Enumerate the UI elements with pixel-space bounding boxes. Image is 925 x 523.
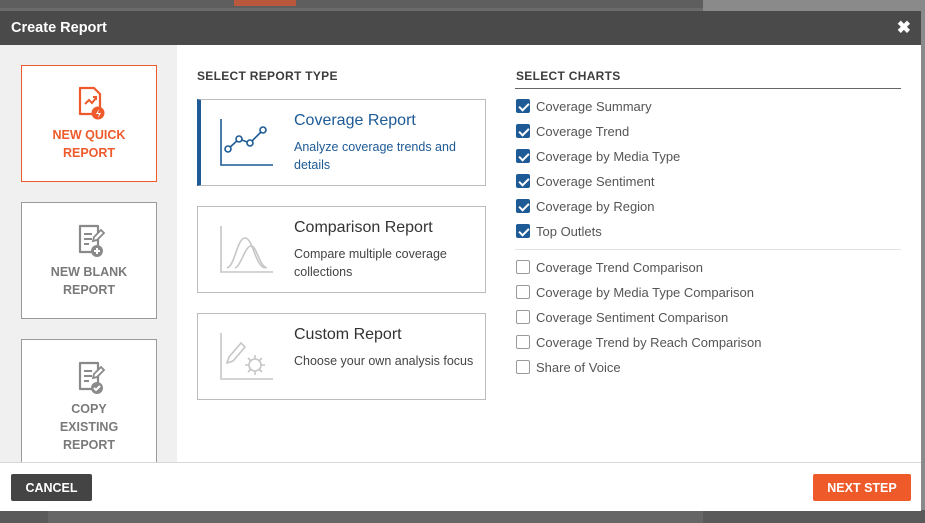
chart-option-coverage-trend-comparison[interactable]: Coverage Trend Comparison: [516, 259, 703, 275]
chart-option-label: Coverage Trend: [536, 123, 630, 139]
chart-option-coverage-by-media-type[interactable]: Coverage by Media Type: [516, 148, 680, 164]
blank-report-icon: [78, 224, 106, 257]
charts-group-divider: [515, 249, 901, 250]
chart-option-label: Share of Voice: [536, 359, 621, 375]
checkbox[interactable]: [516, 224, 530, 238]
chart-option-share-of-voice[interactable]: Share of Voice: [516, 359, 621, 375]
checkbox[interactable]: [516, 260, 530, 274]
coverage-report-option[interactable]: Coverage Report Analyze coverage trends …: [197, 99, 486, 186]
dialog-header: Create Report ✖: [0, 11, 921, 45]
chart-option-label: Coverage by Region: [536, 198, 655, 214]
quick-report-icon: [78, 86, 105, 120]
report-mode-sidebar: NEW QUICK REPORT NEW BLANK REPORT: [0, 45, 177, 462]
chart-option-coverage-sentiment[interactable]: Coverage Sentiment: [516, 173, 655, 189]
new-quick-report-button[interactable]: NEW QUICK REPORT: [21, 65, 157, 182]
line-chart-icon: [220, 119, 273, 166]
sidebar-item-label: EXISTING: [59, 420, 119, 434]
sidebar-item-label: NEW BLANK: [50, 265, 128, 279]
chart-option-coverage-summary[interactable]: Coverage Summary: [516, 98, 652, 114]
copy-existing-report-button[interactable]: COPY EXISTING REPORT: [21, 339, 157, 462]
chart-option-label: Coverage by Media Type Comparison: [536, 284, 754, 300]
chart-option-label: Coverage by Media Type: [536, 148, 681, 164]
sidebar-item-label: COPY: [71, 402, 107, 416]
chart-option-coverage-trend[interactable]: Coverage Trend: [516, 123, 629, 139]
report-type-title: Custom Report: [294, 326, 402, 343]
checkbox[interactable]: [516, 124, 530, 138]
report-type-description: Analyze coverage trends and details: [294, 140, 456, 172]
report-type-description: Choose your own analysis focus: [294, 354, 474, 368]
charts-divider: [515, 88, 901, 89]
dialog-footer: CANCEL NEXT STEP: [0, 462, 921, 511]
report-type-title: Coverage Report: [294, 112, 416, 129]
chart-option-label: Coverage Summary: [536, 98, 652, 114]
chart-option-coverage-by-region[interactable]: Coverage by Region: [516, 198, 655, 214]
chart-option-label: Coverage Trend by Reach Comparison: [536, 334, 762, 350]
chart-option-label: Coverage Trend Comparison: [536, 259, 703, 275]
report-type-description: Compare multiple coverage collections: [294, 247, 447, 279]
sidebar-item-label: REPORT: [62, 283, 116, 297]
next-step-button[interactable]: NEXT STEP: [813, 474, 911, 501]
checkbox[interactable]: [516, 360, 530, 374]
custom-report-option[interactable]: Custom Report Choose your own analysis f…: [197, 313, 486, 400]
checkbox[interactable]: [516, 199, 530, 213]
chart-option-trend-by-reach-comparison[interactable]: Coverage Trend by Reach Comparison: [516, 334, 761, 350]
sidebar-item-label: REPORT: [62, 146, 116, 160]
sidebar-item-label: REPORT: [62, 438, 116, 452]
cancel-button[interactable]: CANCEL: [11, 474, 92, 501]
chart-option-label: Top Outlets: [536, 223, 602, 239]
checkbox[interactable]: [516, 174, 530, 188]
checkbox[interactable]: [516, 285, 530, 299]
checkbox[interactable]: [516, 99, 530, 113]
charts-heading: SELECT CHARTS: [516, 69, 621, 83]
custom-gear-icon: [220, 333, 273, 380]
checkbox[interactable]: [516, 149, 530, 163]
create-report-dialog: Create Report ✖ NEW QUICK REPORT: [0, 11, 921, 511]
checkbox[interactable]: [516, 310, 530, 324]
chart-option-top-outlets[interactable]: Top Outlets: [516, 223, 602, 239]
sidebar-item-label: NEW QUICK: [52, 128, 126, 142]
dialog-title: Create Report: [11, 20, 107, 36]
new-blank-report-button[interactable]: NEW BLANK REPORT: [21, 202, 157, 319]
chart-option-label: Coverage Sentiment: [536, 173, 655, 189]
chart-option-label: Coverage Sentiment Comparison: [536, 309, 729, 325]
comparison-report-option[interactable]: Comparison Report Compare multiple cover…: [197, 206, 486, 293]
report-type-title: Comparison Report: [294, 219, 433, 236]
report-type-heading: SELECT REPORT TYPE: [197, 69, 338, 83]
chart-option-sentiment-comparison[interactable]: Coverage Sentiment Comparison: [516, 309, 728, 325]
chart-option-media-type-comparison[interactable]: Coverage by Media Type Comparison: [516, 284, 754, 300]
checkbox[interactable]: [516, 335, 530, 349]
copy-report-icon: [78, 361, 106, 394]
close-icon[interactable]: ✖: [896, 18, 911, 37]
bell-curve-icon: [220, 226, 273, 273]
